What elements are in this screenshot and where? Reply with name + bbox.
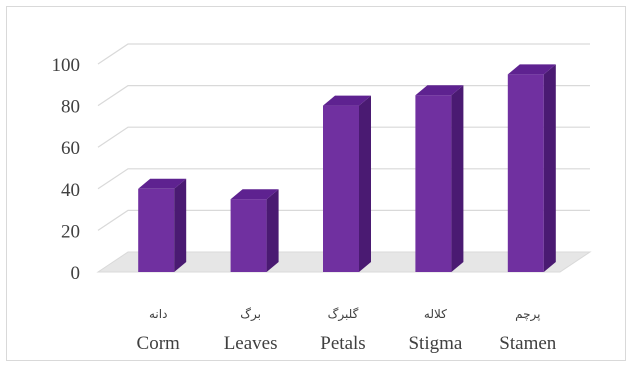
bar-front: [323, 105, 359, 272]
bar: [323, 95, 371, 272]
bar-side: [359, 95, 371, 272]
bars: [138, 64, 556, 273]
y-tick-label: 80: [61, 97, 80, 118]
x-category-label: Stigma: [408, 333, 462, 354]
bar-front: [507, 74, 544, 273]
bar-front: [138, 188, 175, 272]
y-tick-label: 20: [61, 221, 80, 242]
x-category-sublabel: پرچم: [515, 307, 540, 322]
x-category-sublabel: گلبرگ: [328, 307, 359, 322]
bar-top: [415, 85, 464, 96]
bar: [138, 178, 187, 272]
bar-top: [323, 95, 371, 106]
y-tick-label: 40: [61, 180, 80, 201]
bar-top: [230, 189, 279, 200]
bar-top: [507, 64, 556, 75]
bar: [415, 85, 464, 272]
bar-side: [266, 189, 279, 272]
bar: [230, 189, 279, 272]
x-category-label: Stamen: [499, 333, 556, 354]
x-category-label: Petals: [320, 333, 365, 354]
y-axis-ticks: 0 20 40 60 80 100: [52, 55, 81, 284]
bar-side: [451, 85, 464, 272]
x-axis-labels: دانه Corm برگ Leaves گلبرگ Petals کلاله Stigma پ…: [137, 307, 557, 354]
bar: [507, 64, 556, 273]
x-category-sublabel: دانه: [149, 307, 167, 321]
x-category-label: Corm: [137, 333, 181, 354]
y-tick-label: 0: [71, 263, 81, 284]
y-tick-label: 60: [61, 138, 80, 159]
bar-front: [230, 199, 267, 272]
x-category-sublabel: کلاله: [424, 307, 447, 321]
bar-top: [138, 178, 187, 189]
bar-front: [415, 95, 452, 272]
gridline: [97, 43, 590, 65]
bar-side: [174, 178, 187, 272]
x-category-label: Leaves: [224, 333, 278, 354]
x-category-sublabel: برگ: [240, 307, 261, 322]
y-tick-label: 100: [52, 55, 81, 76]
bar-side: [543, 64, 556, 273]
